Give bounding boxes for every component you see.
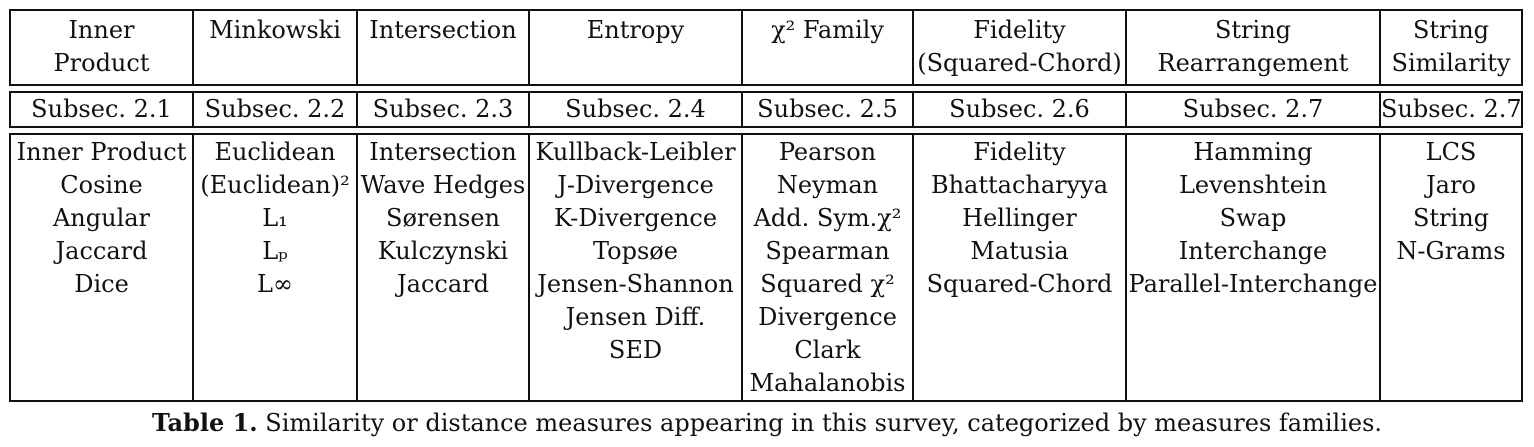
measure-column: Intersection Wave Hedges Sørensen Kulczynsk… [356,133,530,402]
measure-name: Wave Hedges [360,171,526,199]
measure-name: Clark [794,336,861,364]
measure-name: L₁ [262,204,288,232]
measure-name: Jaccard [55,237,148,265]
measure-name: Jensen Diff. [565,303,706,331]
measure-column: Kullback-Leibler J-Divergence K-Divergence… [528,133,743,402]
subsection-row: Subsec. 2.1 Subsec. 2.2 Subsec. 2.3 Subs… [9,91,1523,128]
measure-name: N-Grams [1396,237,1506,265]
measure-column: LCS Jaro String N-Grams [1379,133,1523,402]
measure-name: Sørensen [386,204,500,232]
measure-column: Pearson Neyman Add. Sym.χ² Spearman Squared … [741,133,914,402]
table-caption: Table 1. Similarity or distance measures… [0,408,1534,437]
measure-name: Dice [74,270,129,298]
measure-name: Hellinger [962,204,1077,232]
measure-name: Topsøe [593,237,678,265]
measure-name: Euclidean [214,138,336,166]
measure-column: Euclidean (Euclidean)² L₁ Lₚ L∞ [192,133,358,402]
measure-column: Hamming Levenshtein Swap Interchange Paralle… [1125,133,1381,402]
header-cell: χ² Family [741,9,914,86]
header-cell: String Rearrangement [1125,9,1381,86]
caption-label: Table 1. [151,408,258,437]
header-cell: Fidelity (Squared-Chord) [912,9,1127,86]
measure-name: Inner Product [16,138,187,166]
measure-name: Hamming [1193,138,1313,166]
header-cell: Entropy [528,9,743,86]
measure-name: J-Divergence [557,171,714,199]
measure-name: Divergence [758,303,897,331]
measure-name: Fidelity [973,138,1066,166]
measure-name: Neyman [776,171,879,199]
caption-text: Similarity or distance measures appearin… [257,409,1383,437]
measure-name: (Euclidean)² [200,171,350,199]
measure-name: K-Divergence [553,204,718,232]
measure-name: Pearson [778,138,877,166]
measures-row: Inner Product Cosine Angular Jaccard Dice Eu… [9,133,1523,402]
measure-name: Spearman [765,237,890,265]
header-cell: Intersection [356,9,530,86]
measure-column: Inner Product Cosine Angular Jaccard Dice [9,133,194,402]
measure-name: Lₚ [262,237,288,265]
measure-name: Angular [52,204,151,232]
measure-name: Interchange [1178,237,1328,265]
subsection-cell: Subsec. 2.2 [192,91,358,128]
measure-name: String [1412,204,1490,232]
measure-name: Squared-Chord [926,270,1113,298]
measure-name: Jaro [1426,171,1476,199]
measures-table: Inner Product Minkowski Intersection Entr… [9,9,1523,402]
spacer-row [10,85,1522,92]
measure-name: Swap [1219,204,1287,232]
measure-column: Fidelity Bhattacharyya Hellinger Matusia Squ… [912,133,1127,402]
header-cell: String Similarity [1379,9,1523,86]
spacer-row [10,127,1522,134]
subsection-cell: Subsec. 2.1 [9,91,194,128]
measure-name: Parallel-Interchange [1128,270,1378,298]
measure-name: LCS [1425,138,1477,166]
subsection-cell: Subsec. 2.4 [528,91,743,128]
measure-name: Kulczynski [377,237,509,265]
subsection-cell: Subsec. 2.6 [912,91,1127,128]
measure-name: SED [608,336,663,364]
measure-name: Bhattacharyya [930,171,1109,199]
measure-name: Levenshtein [1178,171,1328,199]
measure-name: L∞ [257,270,293,298]
measure-name: Cosine [60,171,143,199]
measure-name: Kullback-Leibler [535,138,736,166]
measure-name: Mahalanobis [749,369,906,397]
measure-name: Intersection [369,138,517,166]
measure-name: Add. Sym.χ² [753,204,902,232]
header-row: Inner Product Minkowski Intersection Entr… [9,9,1523,86]
header-cell: Inner Product [9,9,194,86]
measure-name: Jaccard [397,270,489,298]
subsection-cell: Subsec. 2.3 [356,91,530,128]
header-cell: Minkowski [192,9,358,86]
measure-name: Jensen-Shannon [537,270,734,298]
subsection-cell: Subsec. 2.5 [741,91,914,128]
subsection-cell: Subsec. 2.7 [1125,91,1381,128]
measure-name: Matusia [970,237,1069,265]
measure-name: Squared χ² [760,270,895,298]
subsection-cell: Subsec. 2.7 [1379,91,1523,128]
